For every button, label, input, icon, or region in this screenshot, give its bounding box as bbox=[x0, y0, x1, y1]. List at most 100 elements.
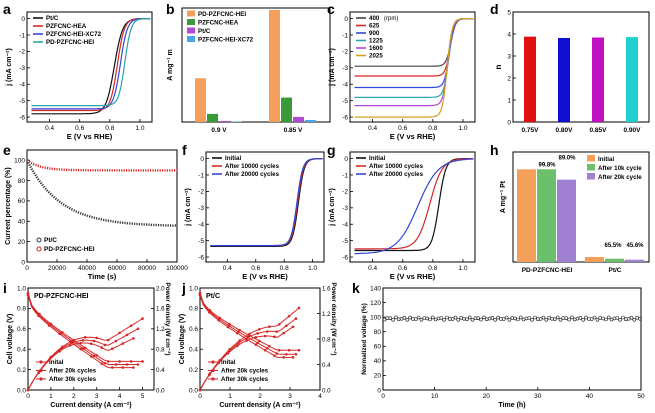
j-power-point bbox=[258, 327, 261, 331]
i-power-point bbox=[79, 341, 82, 345]
panel-letter-k: k bbox=[352, 280, 360, 296]
a-ytick-label: -1 bbox=[19, 32, 25, 39]
k-data-point bbox=[408, 315, 412, 320]
k-data-point bbox=[510, 316, 515, 320]
f-ytick-label: -3 bbox=[198, 205, 204, 212]
b-legend-swatch bbox=[187, 10, 195, 17]
k-data-point bbox=[507, 317, 512, 322]
i-ytick-label: 0.2 bbox=[17, 367, 26, 374]
i-power-point bbox=[132, 337, 135, 340]
i-legend-marker bbox=[39, 360, 43, 364]
k-data-point bbox=[567, 317, 571, 322]
g-ytick-label: 0 bbox=[344, 156, 348, 163]
g-legend-label: Initial bbox=[369, 155, 385, 162]
f-xtick-label: 1.0 bbox=[308, 265, 317, 272]
k-data-point bbox=[396, 317, 401, 322]
j-ytick-label: 0.6 bbox=[189, 326, 198, 333]
k-data-point bbox=[530, 317, 534, 322]
i-power-point bbox=[92, 339, 96, 343]
i-legend-marker bbox=[39, 377, 43, 381]
f-legend-label: After 20000 cycles bbox=[225, 171, 280, 178]
c-ytick-label: -2 bbox=[342, 49, 348, 56]
i-y2tick-label: 0.0 bbox=[156, 387, 165, 394]
j-legend-marker bbox=[211, 377, 215, 381]
i-y2tick-label: 1.2 bbox=[156, 326, 165, 333]
f-series-line bbox=[210, 158, 323, 247]
b-legend-swatch bbox=[187, 19, 195, 25]
i-xtick-label: 4 bbox=[118, 393, 122, 400]
k-data-point bbox=[533, 315, 537, 320]
b-category-label: 0.85 V bbox=[284, 127, 303, 134]
k-ytick-label: 100 bbox=[370, 314, 381, 321]
j-power-point bbox=[268, 325, 271, 328]
i-y2tick-label: 0.4 bbox=[156, 367, 165, 374]
j-y2tick-label: 1.2 bbox=[322, 311, 331, 318]
i-voltage-point bbox=[37, 314, 40, 318]
c-ytick-label: -6 bbox=[342, 114, 348, 121]
b-bar bbox=[219, 120, 230, 122]
c-xtick-label: 0.6 bbox=[398, 125, 407, 132]
b-bar bbox=[231, 121, 242, 122]
i-power-point bbox=[37, 371, 40, 375]
f-ytick-label: -1 bbox=[198, 172, 204, 179]
d-bar bbox=[592, 37, 604, 122]
a-xtick-label: 0.8 bbox=[105, 125, 114, 132]
k-data-point bbox=[618, 317, 622, 322]
k-data-point bbox=[604, 317, 608, 322]
k-data-point bbox=[615, 316, 620, 320]
e-xtick-label: 80000 bbox=[138, 265, 156, 272]
h-category-label: PD-PZFCNC-HEI bbox=[522, 267, 573, 274]
j-voltage-point bbox=[291, 356, 295, 359]
k-data-point bbox=[484, 317, 489, 322]
panel-c: 0.4 0.6 0.8 1.0 -6 -5 -4 -3 -2 -1 0 E (V vs RHE) j (… bbox=[329, 11, 476, 141]
j-xtick-label: 3 bbox=[288, 393, 292, 400]
k-data-point bbox=[493, 317, 498, 322]
i-y2tick-label: 0.8 bbox=[156, 347, 165, 354]
j-legend-label: Inital bbox=[221, 359, 236, 366]
i-voltage-point bbox=[89, 355, 93, 358]
panel-letter-b: b bbox=[166, 1, 175, 17]
i-power-point bbox=[58, 349, 61, 353]
g-x-axis-label: E (V vs RHE) bbox=[390, 272, 436, 281]
j-voltage-point bbox=[258, 339, 261, 343]
j-y2tick-label: 1.6 bbox=[322, 285, 331, 292]
j-ytick-label: 0.0 bbox=[189, 387, 198, 394]
g-ytick-label: -3 bbox=[342, 205, 348, 212]
e-ytick-label: 80 bbox=[18, 178, 26, 185]
j-ytick-label: 0.4 bbox=[189, 347, 198, 354]
j-power-point bbox=[208, 373, 211, 377]
a-series-line bbox=[31, 18, 151, 107]
panel-i: 0 1 2 3 4 5 0.0 0.2 0.4 0.6 0.8 1.0 0.0 0.4 0.8 1.2 1.6 2… bbox=[7, 282, 171, 409]
b-legend-swatch bbox=[187, 36, 195, 42]
panel-g: 0.4 0.6 0.8 1.0 -6 -5 -4 -3 -2 -1 0 E (V vs RHE) j (… bbox=[329, 151, 476, 281]
k-ytick-label: 80 bbox=[374, 329, 382, 336]
h-bar bbox=[517, 169, 536, 262]
k-data-point bbox=[496, 315, 500, 320]
i-power-point bbox=[106, 338, 110, 342]
f-xtick-label: 0.4 bbox=[223, 265, 232, 272]
panel-letter-a: a bbox=[3, 1, 11, 17]
i-power-point bbox=[103, 343, 107, 347]
g-ytick-label: -4 bbox=[342, 222, 348, 229]
panel-a: 0.4 0.6 0.8 1.0 -6 -5 -4 -3 -2 -1 0 E (V vs RHE) j (… bbox=[6, 11, 153, 141]
c-y-axis-label: j (mA cm⁻²) bbox=[329, 48, 336, 87]
j-power-point bbox=[226, 352, 230, 355]
i-power-point bbox=[114, 339, 118, 343]
b-bar bbox=[305, 119, 316, 122]
k-data-point bbox=[621, 315, 625, 320]
k-data-point bbox=[570, 315, 574, 320]
i-power-point bbox=[121, 342, 125, 345]
panel-letter-j: j bbox=[181, 280, 186, 296]
k-data-point bbox=[411, 317, 415, 321]
i-power-point bbox=[83, 336, 87, 339]
i-voltage-curve bbox=[27, 292, 143, 362]
j-voltage-point bbox=[268, 344, 271, 348]
k-data-point bbox=[445, 315, 449, 320]
j-voltage-point bbox=[273, 354, 276, 357]
d-ytick-label: 5 bbox=[507, 9, 511, 16]
i-voltage-point bbox=[26, 293, 30, 297]
a-ytick-label: -3 bbox=[19, 65, 25, 72]
i-xtick-label: 5 bbox=[141, 393, 145, 400]
d-ytick-label: 0 bbox=[507, 119, 511, 126]
